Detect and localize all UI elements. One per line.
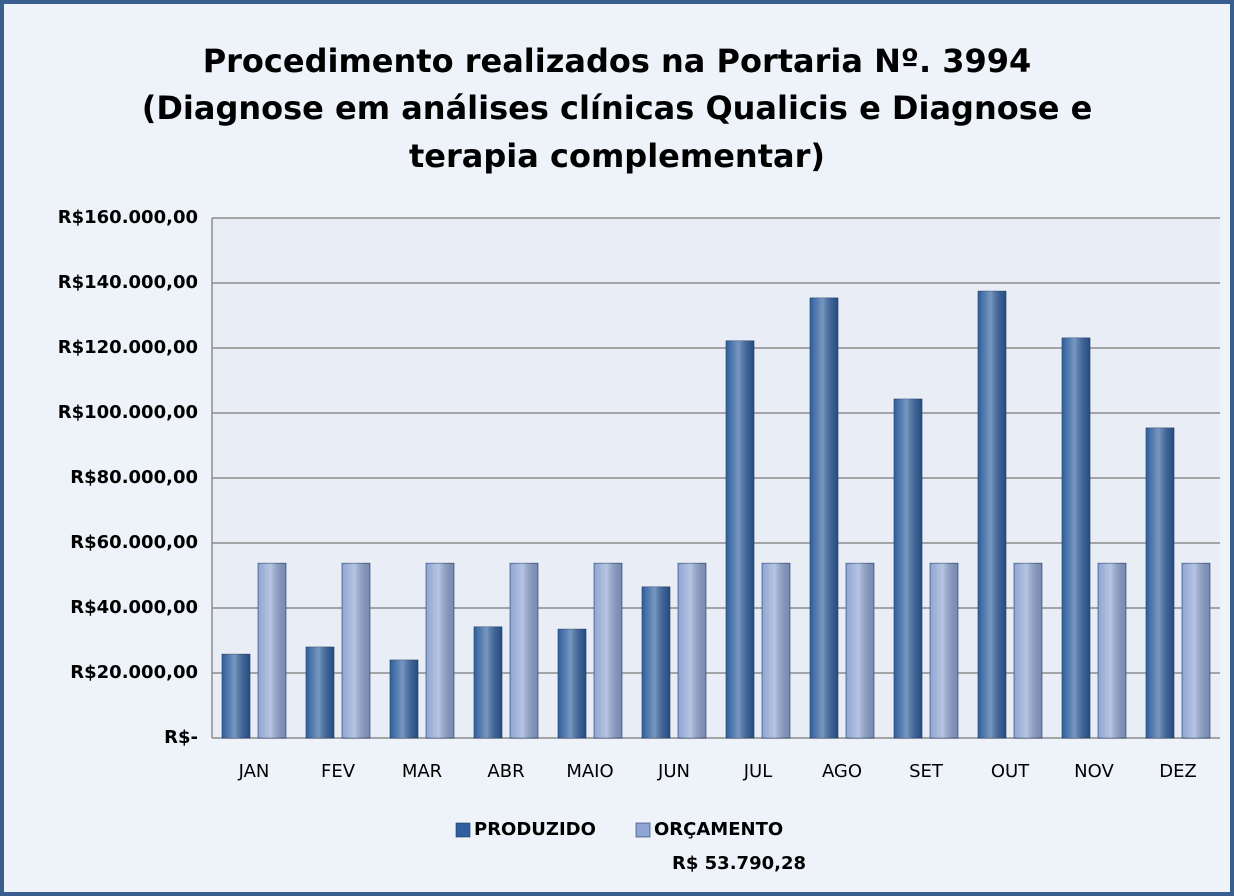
y-tick-label: R$100.000,00 <box>58 402 198 423</box>
chart-title: terapia complementar) <box>409 137 825 175</box>
chart-title: Procedimento realizados na Portaria Nº. … <box>203 42 1032 80</box>
y-tick-label: R$- <box>164 727 198 748</box>
bar <box>893 398 923 739</box>
bar <box>473 626 503 739</box>
bar <box>593 562 623 739</box>
legend-swatch <box>455 822 471 838</box>
bar <box>1013 562 1043 739</box>
bar <box>809 297 839 739</box>
bar <box>1181 562 1211 739</box>
y-tick-label: R$60.000,00 <box>70 532 198 553</box>
bar <box>677 562 707 739</box>
x-tick-label: MAIO <box>566 761 613 782</box>
legend-label: ORÇAMENTO <box>654 819 783 840</box>
y-tick-label: R$160.000,00 <box>58 207 198 228</box>
y-tick-label: R$80.000,00 <box>70 467 198 488</box>
chart-title: (Diagnose em análises clínicas Qualicis … <box>142 89 1093 127</box>
bar <box>641 586 671 739</box>
bar <box>977 290 1007 739</box>
y-tick-label: R$40.000,00 <box>70 597 198 618</box>
bar <box>509 562 539 739</box>
bar <box>929 562 959 739</box>
bar <box>341 562 371 739</box>
bar <box>725 340 755 739</box>
x-tick-label: DEZ <box>1159 761 1197 782</box>
y-tick-label: R$140.000,00 <box>58 272 198 293</box>
x-tick-label: NOV <box>1074 761 1114 782</box>
bar <box>389 659 419 739</box>
x-tick-label: JAN <box>238 761 270 782</box>
x-tick-label: JUN <box>657 761 690 782</box>
bar <box>761 562 791 739</box>
legend-label: PRODUZIDO <box>474 819 596 840</box>
x-tick-label: SET <box>909 761 944 782</box>
bar <box>845 562 875 739</box>
x-tick-label: JUL <box>743 761 773 782</box>
bar <box>425 562 455 739</box>
bar <box>257 562 287 739</box>
x-tick-label: MAR <box>402 761 442 782</box>
bar <box>221 653 251 739</box>
x-tick-label: FEV <box>321 761 356 782</box>
x-tick-label: ABR <box>487 761 524 782</box>
x-tick-label: OUT <box>991 761 1030 782</box>
bar <box>557 628 587 739</box>
bar <box>1145 427 1175 739</box>
legend-swatch <box>635 822 651 838</box>
bar <box>305 646 335 739</box>
legend-sublabel: R$ 53.790,28 <box>672 853 806 874</box>
bar <box>1097 562 1127 739</box>
y-tick-label: R$120.000,00 <box>58 337 198 358</box>
bar <box>1061 337 1091 739</box>
x-tick-label: AGO <box>822 761 862 782</box>
y-tick-label: R$20.000,00 <box>70 662 198 683</box>
